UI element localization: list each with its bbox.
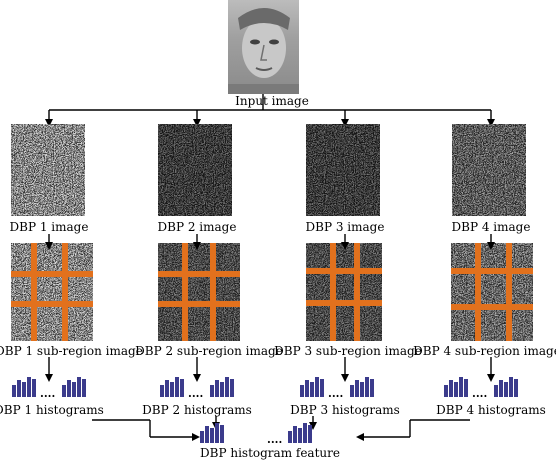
histogram-bar [230, 379, 234, 397]
histogram-left-1 [12, 377, 36, 397]
histogram-bar [77, 377, 81, 397]
histogram-bar [298, 428, 302, 443]
dbp-3-image-label: DBP 3 image [305, 220, 385, 234]
histogram-bar [509, 377, 513, 397]
ellipsis-text: .... [472, 387, 487, 400]
histogram-bar [350, 385, 354, 397]
histogram-right-4 [494, 377, 518, 397]
histogram-bar [170, 382, 174, 397]
histogram-bar [215, 380, 219, 397]
histogram-bar [205, 426, 209, 443]
dbp-2-sub-region-label: DBP 2 sub-region image [135, 344, 283, 358]
histogram-bar [220, 382, 224, 397]
dbp-2-image-label: DBP 2 image [157, 220, 237, 234]
dbp-4-image-label: DBP 4 image [451, 220, 531, 234]
histogram-bar [160, 385, 164, 397]
histogram-bar [494, 385, 498, 397]
histogram-bar [72, 382, 76, 397]
sub-region-image-4 [451, 243, 533, 341]
histogram-bar [355, 380, 359, 397]
input-connector-arrows [45, 94, 495, 127]
histogram-bar [12, 385, 16, 397]
histogram-left-2 [160, 377, 184, 397]
histogram-right-1 [62, 377, 86, 397]
histogram-bar [200, 431, 204, 443]
ellipsis-text: .... [188, 387, 203, 400]
dbp-3-histograms-label: DBP 3 histograms [290, 403, 400, 417]
histogram-bar [210, 428, 214, 443]
histogram-bar [454, 382, 458, 397]
feature-histogram-right [288, 423, 312, 443]
histogram-left-4 [444, 377, 468, 397]
input-image-label: Input image [235, 94, 309, 108]
dbp-2-histograms-label: DBP 2 histograms [142, 403, 252, 417]
histogram-bar [220, 425, 224, 443]
dbp-1-histograms-label: DBP 1 histograms [0, 403, 104, 417]
histogram-bar [360, 382, 364, 397]
histogram-bar [22, 382, 26, 397]
histogram-bar [180, 379, 184, 397]
dbp-image-2 [158, 124, 232, 216]
histogram-bar [293, 426, 297, 443]
histogram-bar [444, 385, 448, 397]
histogram-bar [365, 377, 369, 397]
dbp-4-histograms-label: DBP 4 histograms [436, 403, 546, 417]
histogram-left-3 [300, 377, 324, 397]
input-face-image [228, 0, 299, 94]
dbp-1-image-label: DBP 1 image [9, 220, 89, 234]
histogram-bar [62, 385, 66, 397]
feature-histogram-left [200, 423, 224, 443]
dbp-histogram-feature-label: DBP histogram feature [200, 446, 340, 460]
sub-region-image-1 [11, 243, 93, 341]
dbp-1-sub-region-label: DBP 1 sub-region image [0, 344, 143, 358]
dbp-3-sub-region-label: DBP 3 sub-region image [274, 344, 422, 358]
histogram-bar [215, 423, 219, 443]
histogram-bar [308, 425, 312, 443]
histogram-bar [499, 380, 503, 397]
histogram-bar [67, 380, 71, 397]
histogram-bar [288, 431, 292, 443]
histogram-bar [315, 377, 319, 397]
histogram-bar [310, 382, 314, 397]
sub-region-image-2 [158, 243, 240, 341]
histogram-bar [165, 380, 169, 397]
histogram-bar [82, 379, 86, 397]
histogram-bar [504, 382, 508, 397]
sub-region-image-3 [306, 243, 382, 341]
histogram-bar [225, 377, 229, 397]
histogram-bar [17, 380, 21, 397]
histogram-bar [459, 377, 463, 397]
histogram-bar [514, 379, 518, 397]
ellipsis-text: .... [328, 387, 343, 400]
dbp-image-3 [306, 124, 380, 216]
histogram-bar [27, 377, 31, 397]
histogram-bar [210, 385, 214, 397]
dbp-image-4 [452, 124, 526, 216]
histogram-bar [300, 385, 304, 397]
histogram-bar [175, 377, 179, 397]
histogram-bar [320, 379, 324, 397]
dbp-4-sub-region-label: DBP 4 sub-region image [413, 344, 556, 358]
row-arrows [45, 234, 495, 382]
histogram-bar [449, 380, 453, 397]
histogram-bar [305, 380, 309, 397]
histogram-bar [32, 379, 36, 397]
histogram-right-3 [350, 377, 374, 397]
feature-connector-arrows [92, 416, 470, 441]
histogram-bar [464, 379, 468, 397]
histogram-bar [370, 379, 374, 397]
histogram-right-2 [210, 377, 234, 397]
histogram-bar [303, 423, 307, 443]
dbp-image-1 [11, 124, 85, 216]
ellipsis-text: .... [40, 387, 55, 400]
ellipsis-text: .... [267, 433, 282, 446]
